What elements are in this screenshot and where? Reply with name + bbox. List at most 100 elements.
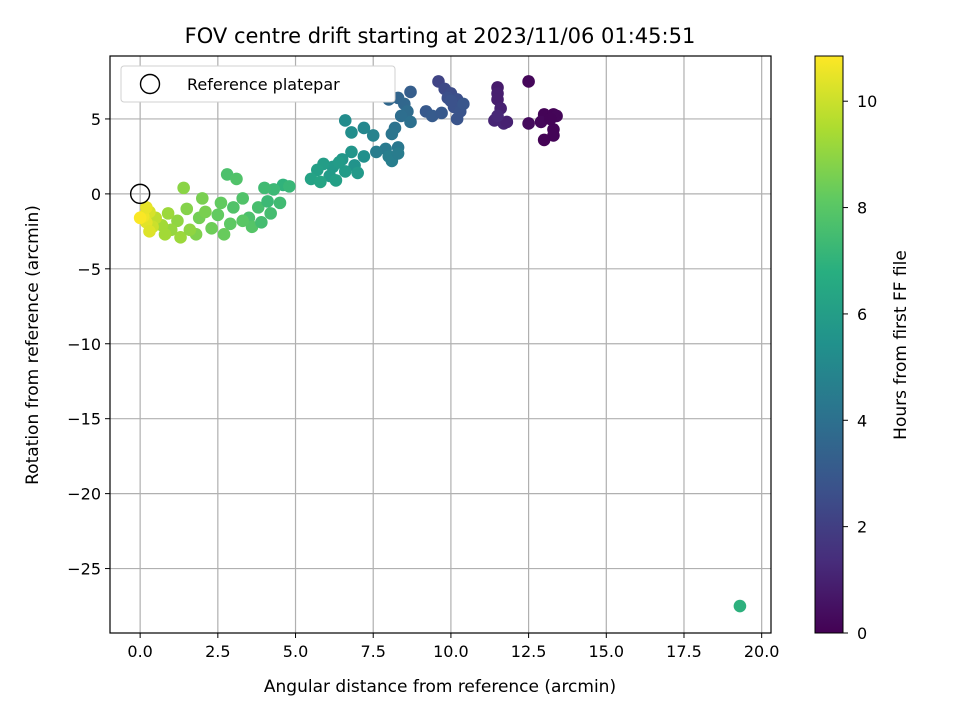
colorbar-tick-label: 0 [857, 624, 867, 643]
data-point [404, 85, 417, 99]
colorbar-ticks: 0 2 4 6 8 10 [843, 92, 877, 643]
data-point [338, 114, 352, 127]
data-point [500, 115, 514, 129]
reference-point-marker [129, 183, 151, 205]
y-axis-ticks: 5 0 −5 −10 −15 −20 −25 [67, 110, 110, 579]
y-tick-label: −15 [67, 410, 101, 429]
data-point [177, 181, 190, 195]
data-point [370, 145, 383, 159]
x-tick-label: 5.0 [283, 642, 308, 661]
data-point [220, 168, 234, 181]
data-point [205, 222, 218, 235]
x-axis-ticks: 0.0 2.5 5.0 7.5 10.0 12.5 15.0 17.5 20.0 [127, 633, 779, 661]
data-point [345, 145, 358, 159]
colorbar-tick-label: 10 [857, 92, 877, 111]
data-point [236, 214, 249, 228]
data-point [310, 163, 324, 177]
legend-box [120, 65, 396, 103]
data-point [273, 196, 287, 210]
x-tick-label: 10.0 [433, 642, 469, 661]
data-point [158, 228, 172, 241]
data-point [140, 201, 153, 214]
chart-title: FOV centre drift starting at 2023/11/06 … [185, 24, 696, 48]
colorbar-tick-label: 6 [857, 305, 867, 324]
data-point [174, 231, 187, 244]
data-point [267, 183, 281, 196]
data-point [171, 214, 184, 228]
data-point [227, 201, 240, 214]
data-point [133, 211, 147, 225]
grid-lines [110, 56, 771, 633]
colorbar: 0 2 4 6 8 10 Hours from first FF file [814, 55, 911, 643]
data-point [537, 133, 551, 147]
data-point [733, 599, 747, 613]
colorbar-label: Hours from first FF file [891, 250, 911, 440]
data-point [211, 208, 225, 222]
data-point [357, 150, 371, 163]
data-point [345, 126, 358, 139]
y-tick-label: −20 [67, 485, 101, 504]
data-point [183, 223, 197, 237]
data-point [329, 174, 343, 187]
data-point [404, 115, 417, 129]
data-point [385, 127, 399, 141]
colorbar-gradient [814, 55, 844, 634]
data-point [314, 175, 327, 189]
data-point [491, 109, 504, 123]
data-point [351, 166, 364, 180]
data-point [444, 94, 458, 108]
data-point [366, 129, 380, 142]
data-point [544, 112, 557, 126]
data-point [391, 147, 405, 160]
data-point [217, 228, 231, 241]
data-point [522, 117, 535, 130]
data-point [245, 220, 259, 234]
data-point [161, 207, 175, 220]
y-tick-label: −5 [77, 260, 101, 279]
x-tick-label: 2.5 [205, 642, 230, 661]
data-point [180, 202, 194, 216]
data-points [129, 75, 747, 613]
legend-label: Reference platepar [187, 75, 340, 94]
data-point [261, 195, 274, 208]
legend-marker-icon [139, 73, 161, 95]
y-tick-label: 5 [91, 110, 101, 129]
legend: Reference platepar [120, 65, 396, 103]
data-point [332, 156, 346, 169]
x-tick-label: 7.5 [360, 642, 385, 661]
y-tick-label: 0 [91, 185, 101, 204]
data-point [264, 207, 277, 220]
x-tick-label: 17.5 [666, 642, 702, 661]
data-point [357, 121, 371, 135]
x-tick-label: 20.0 [744, 642, 780, 661]
data-point [236, 192, 249, 205]
x-tick-label: 15.0 [588, 642, 624, 661]
y-tick-label: −10 [67, 335, 101, 354]
data-point [522, 75, 535, 88]
data-point [457, 97, 470, 111]
data-point [199, 205, 212, 219]
data-point [195, 192, 209, 205]
x-tick-label: 12.5 [511, 642, 547, 661]
data-point [251, 201, 265, 214]
data-point [223, 217, 237, 231]
data-point [258, 181, 271, 195]
colorbar-tick-label: 4 [857, 411, 867, 430]
data-point [230, 172, 243, 186]
y-axis-label: Rotation from reference (arcmin) [23, 205, 43, 485]
data-point [214, 196, 228, 210]
data-point [255, 216, 268, 229]
data-point [394, 109, 408, 123]
data-point [143, 225, 156, 238]
data-point [283, 180, 296, 193]
data-point [435, 106, 448, 120]
plot-frame [109, 55, 772, 634]
data-point [450, 112, 464, 126]
data-point [338, 165, 352, 178]
data-point [547, 129, 560, 142]
colorbar-tick-label: 8 [857, 199, 867, 218]
colorbar-tick-label: 2 [857, 518, 867, 537]
y-tick-label: −25 [67, 560, 101, 579]
x-axis-label: Angular distance from reference (arcmin) [264, 677, 616, 697]
